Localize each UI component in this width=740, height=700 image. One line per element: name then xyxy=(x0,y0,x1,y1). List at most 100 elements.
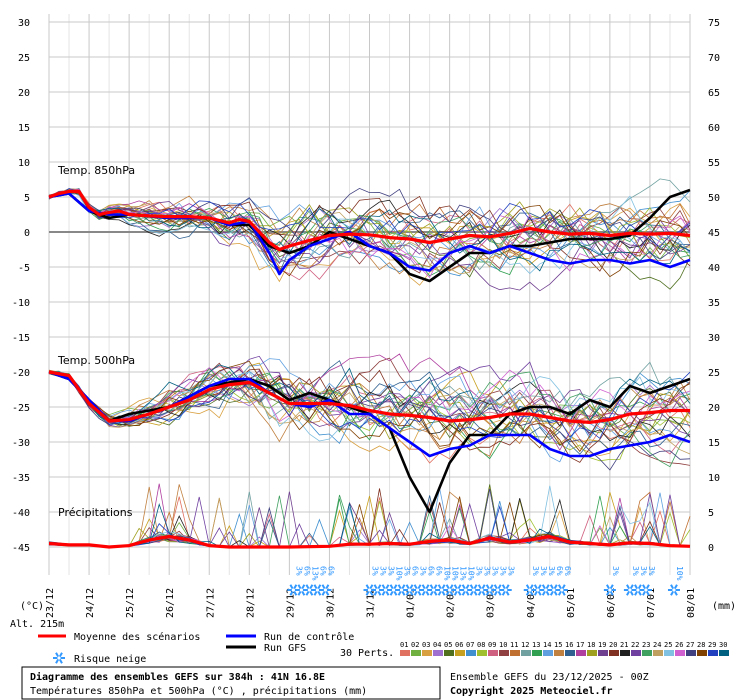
member-24-t500 xyxy=(48,370,691,455)
pert-swatch xyxy=(444,650,454,656)
snow-risk-pct: 3% xyxy=(371,566,380,576)
snow-risk-pct: 3% xyxy=(647,566,656,576)
pert-number: 10 xyxy=(499,641,507,649)
snow-risk-pct: 3% xyxy=(631,566,640,576)
x-tick-label: 24/12 xyxy=(85,588,96,618)
x-tick-label: 23/12 xyxy=(45,588,56,618)
pert-swatch xyxy=(411,650,421,656)
right-tick-label: 35 xyxy=(708,298,720,309)
right-tick-label: 50 xyxy=(708,193,720,204)
pert-number: 06 xyxy=(455,641,463,649)
left-tick-label: 20 xyxy=(18,88,30,99)
member-11-t500 xyxy=(48,369,691,457)
pert-swatch xyxy=(653,650,663,656)
pert-number: 13 xyxy=(532,641,540,649)
pert-swatch xyxy=(455,650,465,656)
snow-risk-pct: 3% xyxy=(475,566,484,576)
snowflake-core xyxy=(644,588,648,592)
legend-control-label: Run de contrôle xyxy=(264,631,354,643)
pert-number: 27 xyxy=(686,641,694,649)
pert-swatch xyxy=(543,650,553,656)
snowflake-core xyxy=(423,588,428,592)
pert-number: 17 xyxy=(576,641,584,649)
x-tick-label: 03/01 xyxy=(486,588,497,618)
left-tick-label: -40 xyxy=(12,508,30,519)
snow-risk-pct: 6% xyxy=(427,566,436,576)
snow-risk-pct: 13% xyxy=(310,566,319,581)
pert-swatch xyxy=(609,650,619,656)
right-tick-label: 25 xyxy=(708,368,720,379)
pert-swatch xyxy=(466,650,476,656)
x-tick-label: 05/01 xyxy=(566,588,577,618)
legend-perts-label: 30 Perts. xyxy=(340,648,394,659)
pert-number: 15 xyxy=(554,641,562,649)
pert-number: 25 xyxy=(664,641,672,649)
left-tick-label: -10 xyxy=(12,298,30,309)
pert-swatch xyxy=(598,650,608,656)
snowflake-core xyxy=(407,588,412,592)
axis-ticks: 302520151050-5-10-15-20-25-30-35-40-4575… xyxy=(12,18,720,618)
perturbation-legend: 01 02 03 04 05 06 07 08 09 10 11 12 13 14 15 16 17 18 19 20… xyxy=(400,641,729,656)
pert-number: 04 xyxy=(433,641,441,649)
left-tick-label: 15 xyxy=(18,123,30,134)
legend-gfs-label: Run GFS xyxy=(264,643,306,654)
mean-t500-line xyxy=(48,370,690,424)
member-30-t500 xyxy=(48,364,691,433)
snow-risk-pct: 3% xyxy=(294,566,303,576)
pert-number: 02 xyxy=(411,641,419,649)
run-info: Ensemble GEFS du 23/12/2025 - 00Z xyxy=(450,672,649,683)
pert-number: 09 xyxy=(488,641,496,649)
snow-risk-pct: 3% xyxy=(639,566,648,576)
snow-risk-icon xyxy=(459,584,472,596)
left-tick-label: 5 xyxy=(24,193,30,204)
snow-risk-icon xyxy=(639,584,652,596)
left-tick-label: 0 xyxy=(24,228,30,239)
left-tick-label: 25 xyxy=(18,53,30,64)
snow-risk-pct: 3% xyxy=(499,566,508,576)
left-tick-label: -35 xyxy=(12,473,30,484)
right-tick-label: 5 xyxy=(708,508,714,519)
left-tick-label: -20 xyxy=(12,368,30,379)
snowflake-core xyxy=(464,588,468,592)
snow-risk-icon xyxy=(319,584,332,596)
snow-risk-icon xyxy=(467,584,480,596)
snow-risk-pct: 10% xyxy=(675,566,684,581)
snowflake-core xyxy=(504,588,508,592)
pert-number: 26 xyxy=(675,641,683,649)
pert-swatch xyxy=(664,650,674,656)
snow-risk-pct: 6% xyxy=(563,566,572,576)
left-axis-unit: (°C) xyxy=(20,601,44,612)
pert-swatch xyxy=(620,650,630,656)
member-20-t850 xyxy=(48,188,691,272)
pert-number: 12 xyxy=(521,641,529,649)
snow-risk-pct: 3% xyxy=(507,566,516,576)
snow-risk-pct: 3% xyxy=(403,566,412,576)
snowflake-core xyxy=(480,588,484,592)
snow-risk-pct: 6% xyxy=(302,566,311,576)
right-tick-label: 75 xyxy=(708,18,720,29)
chart-title: Diagramme des ensembles GEFS sur 384h : … xyxy=(30,671,325,683)
left-tick-label: -25 xyxy=(12,403,30,414)
snowflake-core xyxy=(552,588,556,592)
snowflake-core xyxy=(432,588,436,592)
snowflake-core xyxy=(383,588,388,592)
pert-swatch xyxy=(422,650,432,656)
pert-swatch xyxy=(400,650,410,656)
snowflake-core xyxy=(299,588,303,592)
right-tick-label: 45 xyxy=(708,228,720,239)
snowflake-core xyxy=(307,588,312,592)
left-tick-label: 10 xyxy=(18,158,30,169)
mean-precip-line xyxy=(48,534,691,549)
pert-swatch xyxy=(675,650,685,656)
snow-risk-pct: 6% xyxy=(411,566,420,576)
snow-risk-icon xyxy=(539,584,552,596)
snowflake-core xyxy=(628,588,632,592)
pert-swatch xyxy=(697,650,707,656)
x-tick-label: 28/12 xyxy=(245,588,256,618)
snowflake-core xyxy=(636,588,640,592)
snowflake-core xyxy=(456,588,460,592)
x-tick-label: 29/12 xyxy=(285,588,296,618)
x-tick-label: 07/01 xyxy=(646,588,657,618)
member-11-t850 xyxy=(48,188,691,269)
x-tick-label: 01/01 xyxy=(406,588,417,618)
